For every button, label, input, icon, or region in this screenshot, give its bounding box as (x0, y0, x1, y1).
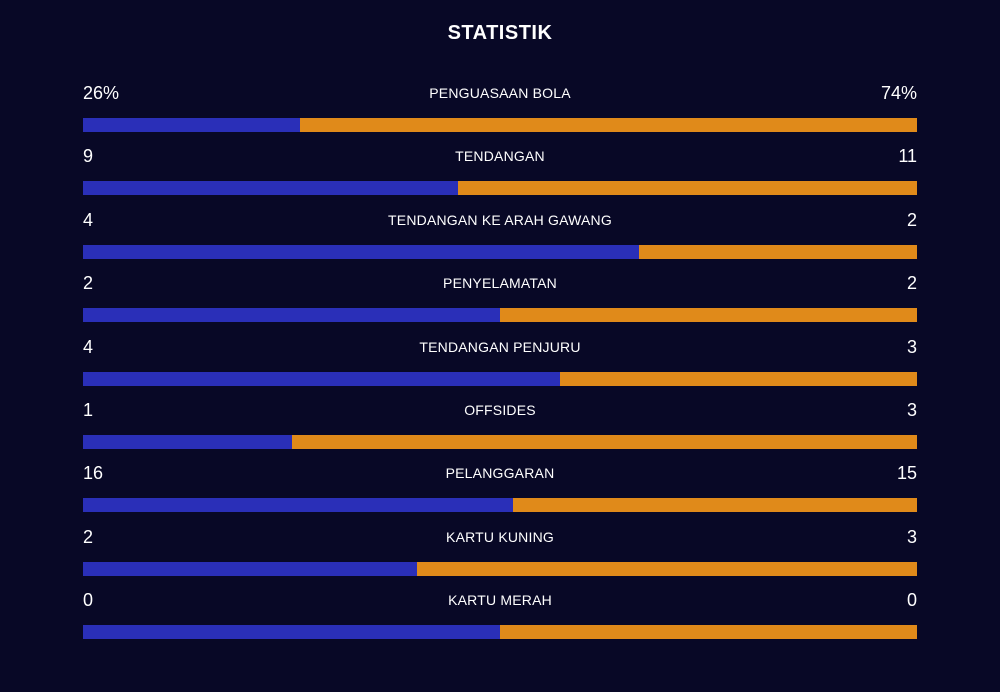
home-value: 2 (83, 526, 94, 547)
stat-row-fouls: 16 PELANGGARAN 15 (83, 462, 917, 525)
away-value: 3 (906, 399, 917, 420)
comparison-bar (83, 561, 917, 576)
stats-list: 26% PENGUASAAN BOLA 74% 9 TENDANGAN 11 4… (83, 82, 917, 653)
comparison-bar (83, 118, 917, 132)
home-value: 4 (83, 336, 94, 357)
home-value: 9 (83, 146, 94, 167)
away-value: 3 (906, 336, 917, 357)
stat-label: TENDANGAN KE ARAH GAWANG (388, 211, 612, 228)
away-value: 3 (906, 526, 917, 547)
home-value: 26% (83, 83, 120, 103)
away-value: 2 (906, 209, 917, 230)
stat-label: KARTU MERAH (448, 592, 552, 609)
home-bar-segment (83, 308, 500, 323)
away-bar-segment (559, 371, 917, 386)
home-value: 2 (83, 273, 94, 294)
stat-row-yellow-cards: 2 KARTU KUNING 3 (83, 526, 917, 589)
away-bar-segment (416, 561, 917, 576)
stat-row-saves: 2 PENYELAMATAN 2 (83, 272, 917, 335)
stat-row-shots: 9 TENDANGAN 11 (83, 145, 917, 208)
comparison-bar (83, 625, 917, 640)
home-bar-segment (83, 244, 640, 259)
stat-label: PENYELAMATAN (443, 275, 557, 292)
stats-title: STATISTIK (447, 22, 553, 44)
stat-label: KARTU KUNING (446, 528, 554, 545)
away-bar-segment (639, 244, 917, 259)
stat-row-red-cards: 0 KARTU MERAH 0 (83, 589, 917, 652)
stat-row-offsides: 1 OFFSIDES 3 (83, 399, 917, 462)
home-value: 0 (83, 590, 94, 611)
away-bar-segment (458, 181, 917, 196)
home-bar-segment (83, 118, 300, 132)
away-value: 11 (898, 146, 917, 167)
away-value: 2 (906, 273, 917, 294)
stat-row-corners: 4 TENDANGAN PENJURU 3 (83, 336, 917, 399)
home-value: 1 (83, 399, 94, 420)
home-bar-segment (83, 371, 560, 386)
comparison-bar (83, 181, 917, 196)
comparison-bar (83, 498, 917, 513)
home-bar-segment (83, 434, 292, 449)
home-bar-segment (83, 561, 417, 576)
away-bar-segment (500, 308, 917, 323)
away-value: 15 (896, 463, 917, 484)
away-bar-segment (291, 434, 917, 449)
stat-label: OFFSIDES (464, 401, 536, 418)
comparison-bar (83, 308, 917, 323)
away-bar-segment (500, 625, 917, 640)
stat-label: TENDANGAN (455, 148, 545, 165)
home-bar-segment (83, 498, 514, 513)
away-bar-segment (299, 118, 917, 132)
away-value: 74% (880, 83, 917, 103)
home-value: 4 (83, 209, 94, 230)
home-value: 16 (83, 463, 104, 484)
home-bar-segment (83, 625, 500, 640)
stat-label: TENDANGAN PENJURU (419, 338, 581, 355)
away-value: 0 (906, 590, 917, 611)
stat-row-possession: 26% PENGUASAAN BOLA 74% (83, 82, 917, 145)
stat-label: PELANGGARAN (445, 465, 555, 482)
home-bar-segment (83, 181, 459, 196)
stat-label: PENGUASAAN BOLA (429, 85, 571, 101)
comparison-bar (83, 244, 917, 259)
stat-row-shots-on-target: 4 TENDANGAN KE ARAH GAWANG 2 (83, 209, 917, 272)
away-bar-segment (513, 498, 917, 513)
comparison-bar (83, 434, 917, 449)
comparison-bar (83, 371, 917, 386)
